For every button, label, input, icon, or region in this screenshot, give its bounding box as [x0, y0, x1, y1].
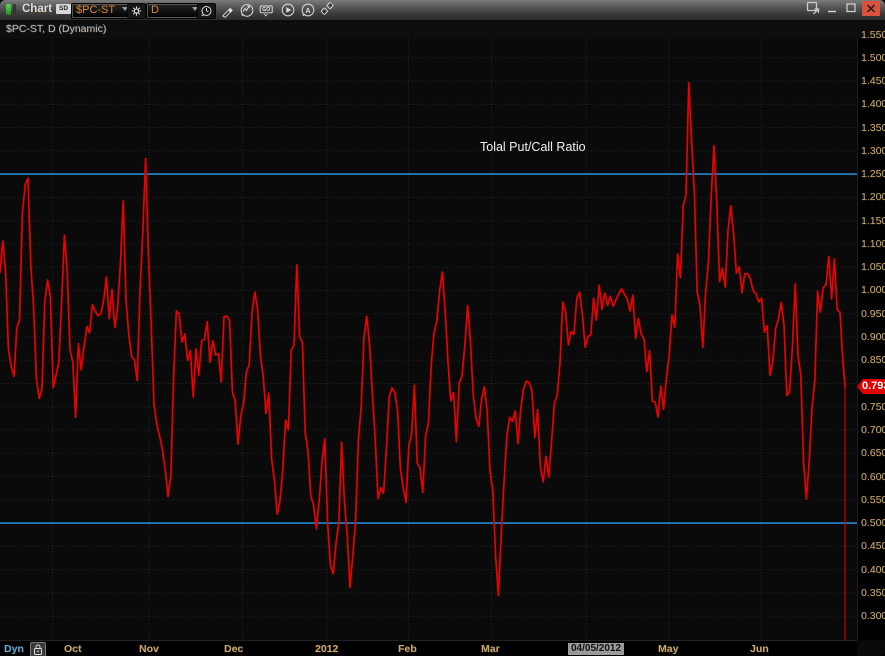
svg-text:GO: GO — [262, 7, 270, 13]
svg-text:A: A — [305, 6, 310, 15]
